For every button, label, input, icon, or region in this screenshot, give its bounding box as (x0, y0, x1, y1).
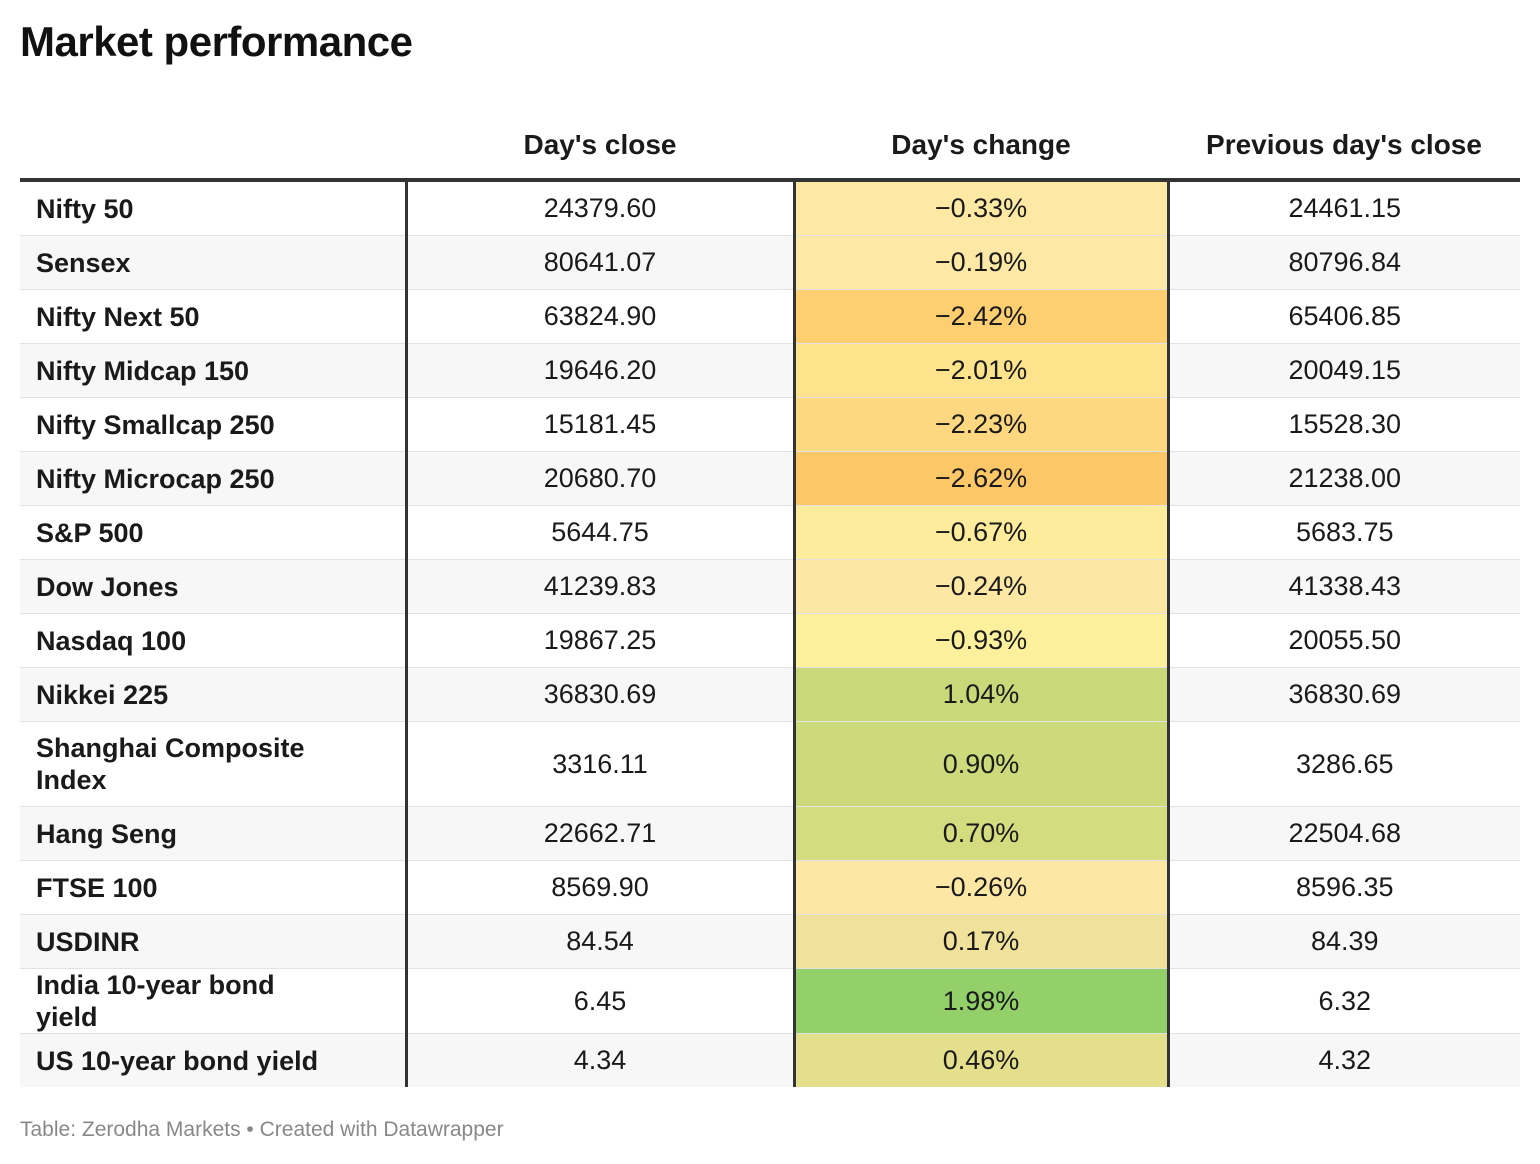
previous-close-cell: 24461.15 (1168, 180, 1520, 236)
days-change-cell: 0.46% (794, 1033, 1170, 1087)
index-name-cell: FTSE 100 (20, 860, 408, 915)
days-change-cell: 1.98% (794, 968, 1170, 1034)
previous-close-cell: 20049.15 (1168, 343, 1520, 398)
days-close-cell: 22662.71 (406, 806, 796, 861)
days-change-cell: 0.70% (794, 806, 1170, 861)
days-close-cell: 19646.20 (406, 343, 796, 398)
days-change-cell: −0.67% (794, 505, 1170, 560)
index-name-cell: Nifty Midcap 150 (20, 343, 408, 398)
days-close-cell: 41239.83 (406, 559, 796, 614)
index-name-cell: Nifty Next 50 (20, 289, 408, 344)
previous-close-cell: 3286.65 (1168, 721, 1520, 807)
days-close-cell: 3316.11 (406, 721, 796, 807)
index-name-cell: Shanghai Composite Index (20, 721, 408, 807)
index-name-cell: Nifty 50 (20, 180, 408, 236)
index-name-cell: Dow Jones (20, 559, 408, 614)
index-name-cell: USDINR (20, 914, 408, 969)
days-close-cell: 4.34 (406, 1033, 796, 1087)
market-table: Day's close Day's change Previous day's … (20, 112, 1520, 1087)
index-name-cell: Nifty Microcap 250 (20, 451, 408, 506)
days-close-cell: 6.45 (406, 968, 796, 1034)
table-row: Nifty Smallcap 250 15181.45 −2.23% 15528.30 (20, 397, 1520, 452)
table-row: Nifty Next 50 63824.90 −2.42% 65406.85 (20, 289, 1520, 344)
column-header-days-close: Day's close (406, 112, 794, 182)
days-change-cell: −2.23% (794, 397, 1170, 452)
previous-close-cell: 65406.85 (1168, 289, 1520, 344)
days-change-cell: 0.17% (794, 914, 1170, 969)
days-change-cell: −2.01% (794, 343, 1170, 398)
days-close-cell: 19867.25 (406, 613, 796, 668)
index-name-cell: Nifty Smallcap 250 (20, 397, 408, 452)
index-name-cell: US 10-year bond yield (20, 1033, 408, 1087)
previous-close-cell: 8596.35 (1168, 860, 1520, 915)
days-close-cell: 20680.70 (406, 451, 796, 506)
days-close-cell: 80641.07 (406, 235, 796, 290)
column-header-previous-close: Previous day's close (1168, 112, 1520, 182)
index-name-cell: S&P 500 (20, 505, 408, 560)
days-change-cell: 0.90% (794, 721, 1170, 807)
index-name-cell: Nasdaq 100 (20, 613, 408, 668)
days-change-cell: −0.19% (794, 235, 1170, 290)
table-row: Nikkei 225 36830.69 1.04% 36830.69 (20, 667, 1520, 722)
previous-close-cell: 4.32 (1168, 1033, 1520, 1087)
table-row: Nasdaq 100 19867.25 −0.93% 20055.50 (20, 613, 1520, 668)
table-row: Sensex 80641.07 −0.19% 80796.84 (20, 235, 1520, 290)
index-name-cell: India 10-year bond yield (20, 968, 408, 1034)
table-row: Nifty 50 24379.60 −0.33% 24461.15 (20, 180, 1520, 236)
column-header-days-change: Day's change (794, 112, 1168, 182)
previous-close-cell: 6.32 (1168, 968, 1520, 1034)
previous-close-cell: 22504.68 (1168, 806, 1520, 861)
table-row: Nifty Microcap 250 20680.70 −2.62% 21238.00 (20, 451, 1520, 506)
days-close-cell: 5644.75 (406, 505, 796, 560)
days-close-cell: 36830.69 (406, 667, 796, 722)
days-change-cell: −0.24% (794, 559, 1170, 614)
table-row: US 10-year bond yield 4.34 0.46% 4.32 (20, 1033, 1520, 1087)
table-row: USDINR 84.54 0.17% 84.39 (20, 914, 1520, 969)
table-row: Hang Seng 22662.71 0.70% 22504.68 (20, 806, 1520, 861)
table-row: India 10-year bond yield 6.45 1.98% 6.32 (20, 968, 1520, 1034)
days-change-cell: −2.42% (794, 289, 1170, 344)
source-footer: Table: Zerodha Markets • Created with Da… (20, 1118, 504, 1141)
previous-close-cell: 84.39 (1168, 914, 1520, 969)
previous-close-cell: 41338.43 (1168, 559, 1520, 614)
days-close-cell: 15181.45 (406, 397, 796, 452)
page-title: Market performance (20, 18, 413, 65)
table-row: Dow Jones 41239.83 −0.24% 41338.43 (20, 559, 1520, 614)
days-change-cell: −0.93% (794, 613, 1170, 668)
days-close-cell: 8569.90 (406, 860, 796, 915)
table-row: S&P 500 5644.75 −0.67% 5683.75 (20, 505, 1520, 560)
previous-close-cell: 80796.84 (1168, 235, 1520, 290)
days-close-cell: 84.54 (406, 914, 796, 969)
table-row: Nifty Midcap 150 19646.20 −2.01% 20049.15 (20, 343, 1520, 398)
previous-close-cell: 15528.30 (1168, 397, 1520, 452)
previous-close-cell: 5683.75 (1168, 505, 1520, 560)
index-name-cell: Nikkei 225 (20, 667, 408, 722)
index-name-cell: Hang Seng (20, 806, 408, 861)
table-row: Shanghai Composite Index 3316.11 0.90% 3286… (20, 721, 1520, 807)
header-row: Day's close Day's change Previous day's … (20, 112, 1520, 182)
table-body: Nifty 50 24379.60 −0.33% 24461.15 Sensex 8064… (20, 180, 1520, 1087)
previous-close-cell: 20055.50 (1168, 613, 1520, 668)
index-name-cell: Sensex (20, 235, 408, 290)
days-close-cell: 63824.90 (406, 289, 796, 344)
previous-close-cell: 36830.69 (1168, 667, 1520, 722)
days-change-cell: −0.26% (794, 860, 1170, 915)
previous-close-cell: 21238.00 (1168, 451, 1520, 506)
days-change-cell: −2.62% (794, 451, 1170, 506)
table-row: FTSE 100 8569.90 −0.26% 8596.35 (20, 860, 1520, 915)
column-header-name (20, 112, 406, 182)
days-change-cell: −0.33% (794, 180, 1170, 236)
days-close-cell: 24379.60 (406, 180, 796, 236)
days-change-cell: 1.04% (794, 667, 1170, 722)
